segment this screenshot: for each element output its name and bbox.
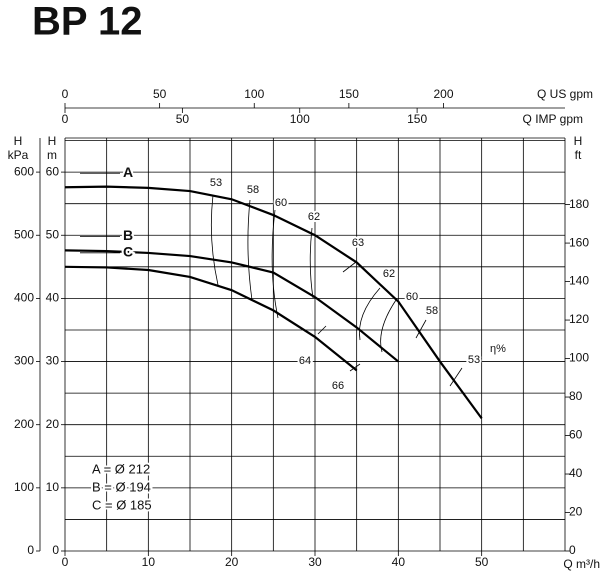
curve-label: A xyxy=(123,164,133,180)
chart-title: BP 12 xyxy=(32,0,142,44)
y3-tick-label: 160 xyxy=(569,235,589,249)
curve-label: B xyxy=(123,227,133,243)
curve-label: C xyxy=(123,244,133,260)
efficiency-label: 63 xyxy=(352,237,364,249)
x-axis-label: Q m³/h xyxy=(563,557,600,571)
x-tick-label: 40 xyxy=(392,555,406,569)
y-tick-label: 20 xyxy=(46,417,60,431)
x2-tick-label: 50 xyxy=(153,87,167,101)
y-axis-label: m xyxy=(47,148,57,162)
efficiency-label: 58 xyxy=(247,184,259,196)
efficiency-label: 60 xyxy=(275,197,287,209)
y3-tick-label: 0 xyxy=(569,543,576,557)
legend-entry: C = Ø 185 xyxy=(92,497,152,512)
y2-tick-label: 500 xyxy=(14,227,34,241)
y3-tick-label: 140 xyxy=(569,274,589,288)
y-tick-label: 60 xyxy=(46,164,60,178)
pump-curve xyxy=(64,185,483,420)
y3-tick-label: 20 xyxy=(569,505,583,519)
efficiency-label: 62 xyxy=(383,268,395,280)
efficiency-label: 58 xyxy=(426,305,438,317)
x3-tick-label: 0 xyxy=(62,112,69,126)
x3-tick-label: 150 xyxy=(407,112,427,126)
efficiency-unit: η% xyxy=(490,343,506,355)
efficiency-curves xyxy=(210,194,463,387)
efficiency-label: 53 xyxy=(468,354,480,366)
y-tick-label: 10 xyxy=(46,480,60,494)
efficiency-label: 62 xyxy=(308,211,320,223)
y2-tick-label: 300 xyxy=(14,354,34,368)
y2-tick-label: 600 xyxy=(14,164,34,178)
x2-tick-label: 200 xyxy=(433,87,453,101)
y2-tick-label: 400 xyxy=(14,291,34,305)
efficiency-label: 60 xyxy=(406,291,418,303)
y2-tick-label: 200 xyxy=(14,417,34,431)
y-tick-label: 50 xyxy=(46,227,60,241)
y-tick-label: 0 xyxy=(52,543,59,557)
efficiency-label: 53 xyxy=(210,177,222,189)
y-axis-label: H xyxy=(48,134,57,148)
y2-tick-label: 0 xyxy=(27,543,34,557)
legend-entry: A = Ø 212 xyxy=(92,461,150,476)
x2-tick-label: 0 xyxy=(62,87,69,101)
y3-tick-label: 100 xyxy=(569,351,589,365)
x2-tick-label: 150 xyxy=(339,87,359,101)
y2-axis-label: kPa xyxy=(8,148,29,162)
legend-entry: B = Ø 194 xyxy=(92,479,151,494)
x3-tick-label: 100 xyxy=(290,112,310,126)
x-tick-label: 50 xyxy=(475,555,489,569)
pump-curve xyxy=(64,265,358,372)
pump-curve xyxy=(64,249,400,363)
y3-tick-label: 40 xyxy=(569,466,583,480)
x3-tick-label: 50 xyxy=(176,112,190,126)
x2-axis-label: Q US gpm xyxy=(537,87,593,101)
y3-axis-label: H xyxy=(574,134,583,148)
y2-tick-label: 100 xyxy=(14,480,34,494)
efficiency-label: 64 xyxy=(299,355,311,367)
x-tick-label: 30 xyxy=(308,555,322,569)
efficiency-label: 66 xyxy=(332,380,344,392)
y2-axis-label: H xyxy=(14,134,23,148)
x-tick-label: 20 xyxy=(225,555,239,569)
y-tick-label: 40 xyxy=(46,291,60,305)
y-tick-label: 30 xyxy=(46,354,60,368)
y3-tick-label: 60 xyxy=(569,428,583,442)
x-tick-label: 10 xyxy=(142,555,156,569)
y3-axis-label: ft xyxy=(575,148,582,162)
y3-tick-label: 80 xyxy=(569,389,583,403)
y3-tick-label: 180 xyxy=(569,197,589,211)
y3-tick-label: 120 xyxy=(569,312,589,326)
x-tick-label: 0 xyxy=(62,555,69,569)
x2-tick-label: 100 xyxy=(244,87,264,101)
x3-axis-label: Q IMP gpm xyxy=(523,112,583,126)
